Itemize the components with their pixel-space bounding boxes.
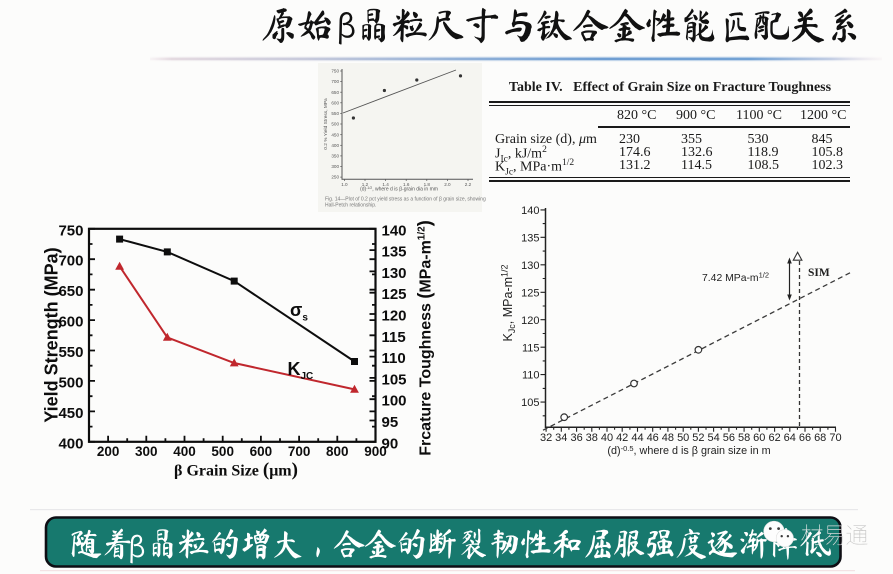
svg-text:800: 800 (326, 444, 349, 459)
svg-text:70: 70 (829, 432, 841, 444)
svg-text:130: 130 (382, 265, 407, 282)
svg-text:Fig. 14—Plot of 0.2 pct yield: Fig. 14—Plot of 0.2 pct yield stress as … (325, 197, 486, 203)
svg-text:350: 350 (331, 154, 339, 159)
svg-text:500: 500 (331, 122, 339, 127)
svg-text:125: 125 (382, 286, 407, 303)
svg-text:600: 600 (331, 100, 339, 105)
svg-text:450: 450 (58, 405, 83, 422)
svg-text:2.2: 2.2 (465, 182, 472, 187)
svg-text:550: 550 (58, 344, 83, 361)
svg-text:95: 95 (382, 414, 399, 431)
svg-text:500: 500 (58, 374, 83, 391)
svg-text:110: 110 (522, 370, 540, 382)
svg-text:600: 600 (250, 444, 273, 459)
svg-text:1.0: 1.0 (341, 182, 348, 187)
svg-text:105: 105 (521, 397, 539, 409)
svg-text:38: 38 (586, 432, 598, 444)
svg-text:σs: σs (290, 300, 308, 324)
svg-text:700: 700 (288, 444, 311, 459)
svg-text:2.0: 2.0 (444, 182, 451, 187)
svg-text:120: 120 (382, 308, 407, 325)
svg-text:105: 105 (382, 371, 407, 388)
svg-text:62: 62 (768, 432, 780, 444)
svg-text:(d)-0.5, where d is β grain si: (d)-0.5, where d is β grain size in m (607, 444, 770, 457)
svg-text:7.42 MPa-m1/2: 7.42 MPa-m1/2 (702, 271, 769, 285)
svg-text:48: 48 (662, 432, 674, 444)
svg-text:34: 34 (555, 432, 567, 444)
svg-text:1.2: 1.2 (362, 182, 369, 187)
svg-text:46: 46 (647, 432, 659, 444)
svg-text:135: 135 (521, 232, 539, 244)
svg-text:54: 54 (707, 432, 719, 444)
svg-text:100: 100 (382, 393, 407, 410)
svg-text:Hall-Petch relationship.: Hall-Petch relationship. (325, 203, 376, 209)
svg-text:450: 450 (331, 132, 339, 137)
svg-text:750: 750 (58, 222, 83, 239)
svg-text:44: 44 (631, 432, 643, 444)
svg-text:125: 125 (521, 287, 539, 299)
svg-text:900: 900 (364, 444, 387, 459)
svg-text:0.2 % Yield Stress, MPa: 0.2 % Yield Stress, MPa (323, 98, 329, 150)
svg-text:650: 650 (58, 283, 83, 300)
svg-text:42: 42 (616, 432, 628, 444)
svg-text:Frcature Toughness (MPa-m1/2): Frcature Toughness (MPa-m1/2) (415, 220, 435, 455)
svg-text:52: 52 (692, 432, 704, 444)
svg-text:650: 650 (331, 90, 339, 95)
svg-text:550: 550 (331, 111, 339, 116)
svg-text:400: 400 (58, 435, 83, 452)
svg-text:500: 500 (211, 444, 234, 459)
svg-text:60: 60 (753, 432, 765, 444)
svg-text:56: 56 (723, 432, 735, 444)
svg-text:1.4: 1.4 (382, 182, 389, 187)
svg-text:90: 90 (382, 435, 399, 452)
svg-text:66: 66 (799, 432, 811, 444)
svg-text:32: 32 (540, 432, 552, 444)
svg-text:700: 700 (331, 79, 339, 84)
svg-text:KJC: KJC (288, 359, 314, 382)
svg-text:750: 750 (331, 69, 339, 74)
svg-text:(d)-1/2, where d is β-grain di: (d)-1/2, where d is β-grain dia in mm (360, 186, 438, 193)
svg-text:250: 250 (331, 175, 339, 180)
svg-text:130: 130 (521, 260, 539, 272)
svg-text:140: 140 (382, 222, 407, 239)
svg-text:400: 400 (173, 444, 196, 459)
svg-text:50: 50 (677, 432, 689, 444)
svg-text:40: 40 (601, 432, 613, 444)
svg-text:1.6: 1.6 (403, 182, 410, 187)
svg-text:135: 135 (382, 244, 407, 261)
svg-text:KJc, MPa-m1/2: KJc, MPa-m1/2 (500, 264, 518, 341)
svg-text:300: 300 (135, 444, 158, 459)
svg-text:36: 36 (570, 432, 582, 444)
svg-text:64: 64 (784, 432, 796, 444)
svg-text:140: 140 (521, 205, 539, 217)
svg-text:115: 115 (382, 329, 406, 346)
svg-text:200: 200 (97, 444, 120, 459)
svg-text:600: 600 (58, 314, 83, 331)
svg-text:1.8: 1.8 (424, 182, 431, 187)
svg-text:β Grain Size (μm): β Grain Size (μm) (174, 460, 298, 481)
svg-text:400: 400 (331, 143, 339, 148)
svg-text:68: 68 (814, 432, 826, 444)
svg-text:58: 58 (738, 432, 750, 444)
svg-text:110: 110 (382, 350, 406, 367)
svg-text:120: 120 (521, 315, 539, 327)
svg-text:700: 700 (58, 253, 83, 270)
svg-text:SIM: SIM (808, 267, 830, 279)
svg-text:Yield Strength (MPa): Yield Strength (MPa) (42, 247, 62, 422)
svg-text:300: 300 (331, 164, 339, 169)
svg-text:115: 115 (522, 342, 540, 354)
